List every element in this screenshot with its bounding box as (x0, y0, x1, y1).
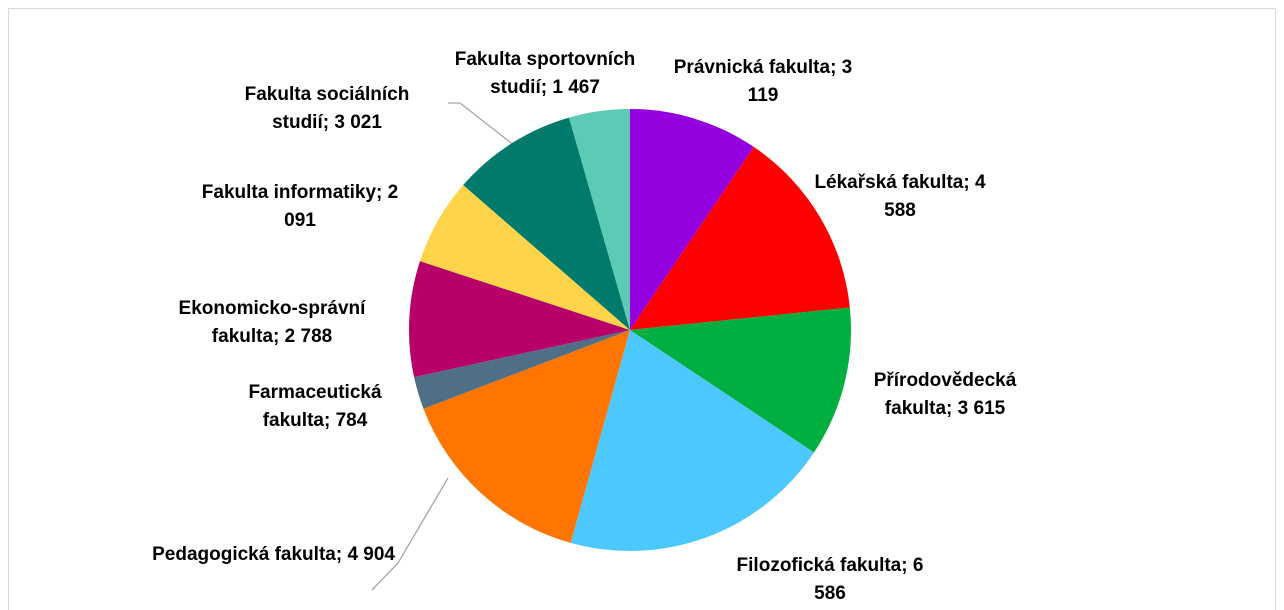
separator: ; (376, 182, 388, 203)
value-label: 4 588 (884, 172, 986, 221)
separator: ; (273, 326, 285, 347)
pie-slice (630, 307, 851, 453)
category: Přírodovědecká fakulta (873, 370, 1017, 419)
category: Fakulta informatiky (201, 182, 377, 203)
separator: ; (946, 398, 958, 419)
category: Pedagogická fakulta (152, 544, 336, 565)
data-label: Fakulta informatiky; 2 091 (185, 179, 415, 235)
separator: ; (963, 172, 975, 193)
chart-frame (8, 8, 1276, 610)
data-label: Ekonomicko-správní fakulta; 2 788 (172, 295, 372, 351)
category: Lékařská fakulta (814, 172, 964, 193)
data-label: Pedagogická fakulta; 4 904 (35, 541, 395, 569)
pie-slice (414, 330, 630, 409)
data-label: Právnická fakulta; 3 119 (663, 54, 863, 110)
category: Ekonomicko-správní fakulta (178, 298, 366, 347)
value-label: 784 (335, 410, 368, 431)
separator: ; (830, 57, 842, 78)
data-label: Filozofická fakulta; 6 586 (725, 552, 935, 608)
value-label: 1 467 (552, 77, 600, 98)
data-label: Farmaceutická fakulta; 784 (230, 379, 400, 435)
value-label: 6 586 (814, 555, 924, 604)
separator: ; (322, 112, 335, 133)
pie-slice (630, 109, 754, 330)
value-label: 3 021 (334, 112, 382, 133)
value-label: 2 788 (284, 326, 333, 347)
data-label: Přírodovědecká fakulta; 3 615 (855, 367, 1035, 423)
value-label: 3 119 (747, 57, 853, 106)
pie-slice (463, 117, 630, 331)
value-label: 3 615 (957, 398, 1006, 419)
pie-slice (423, 330, 630, 543)
data-label: Lékařská fakulta; 4 588 (805, 169, 995, 225)
category: Fakulta sportovních studií (454, 49, 636, 98)
leader-line (371, 477, 449, 591)
category: Filozofická fakulta (736, 555, 902, 576)
value-label: 2 091 (284, 182, 399, 231)
separator: ; (335, 544, 348, 565)
pie-slice (570, 330, 814, 551)
leader-line (448, 102, 516, 147)
separator: ; (323, 410, 336, 431)
pie-slice (409, 261, 630, 378)
pie-slice (419, 185, 630, 330)
category: Farmaceutická fakulta (248, 382, 382, 431)
pie-slice (630, 146, 850, 330)
separator: ; (901, 555, 913, 576)
data-label: Fakulta sociálních studií; 3 021 (227, 81, 427, 137)
pie-slice (569, 109, 630, 330)
separator: ; (540, 77, 553, 98)
value-label: 4 904 (347, 544, 395, 565)
category: Fakulta sociálních studií (244, 84, 410, 133)
category: Právnická fakulta (673, 57, 831, 78)
data-label: Fakulta sportovních studií; 1 467 (438, 46, 653, 102)
